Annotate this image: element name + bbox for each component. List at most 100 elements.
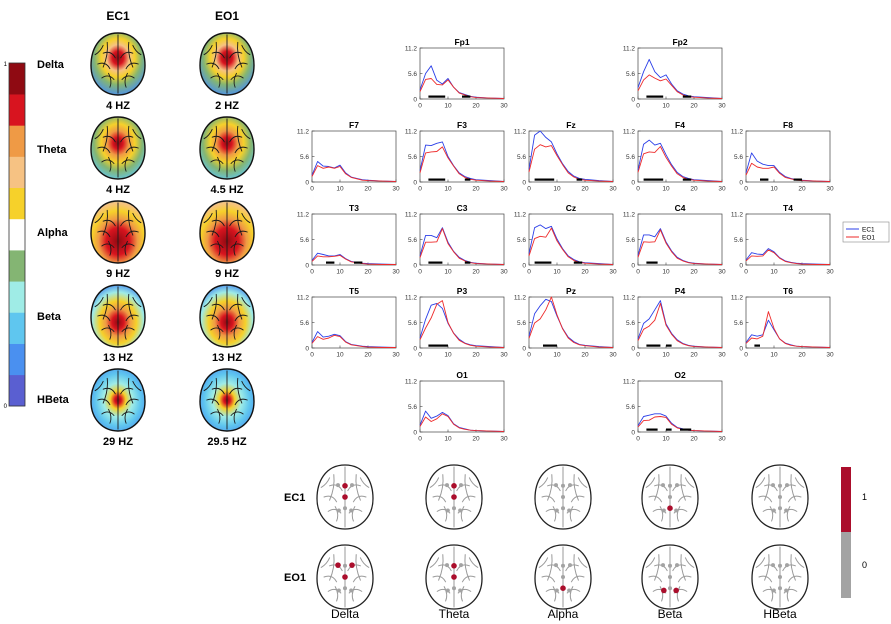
colorbar-segment xyxy=(9,63,25,95)
y-tick-label: 11.2 xyxy=(297,129,310,136)
gyrus-line-6 xyxy=(654,474,660,501)
channel-title: P3 xyxy=(457,286,468,296)
gyrus-line-10 xyxy=(94,380,104,392)
gyrus-line-7 xyxy=(573,474,579,501)
gyrus-line-7 xyxy=(464,474,470,501)
significance-bar xyxy=(682,95,692,98)
gyrus-line-7 xyxy=(464,554,470,581)
gyrus-line-9 xyxy=(124,72,128,88)
gyrus-line-9 xyxy=(124,408,128,424)
gyrus-line-8 xyxy=(108,156,112,172)
y-tick-label: 5.6 xyxy=(408,320,417,327)
gyrus-line-6 xyxy=(329,554,335,581)
x-tick-label: 0 xyxy=(636,352,640,359)
significant-electrode xyxy=(451,574,457,580)
gyrus-line-11 xyxy=(577,477,588,488)
electrode-marker xyxy=(771,508,776,513)
channel-title: T4 xyxy=(783,203,793,213)
band-column-label: HBeta xyxy=(763,607,797,621)
x-tick-label: 0 xyxy=(636,436,640,443)
gyrus-line-9 xyxy=(569,586,574,602)
gyrus-line-7 xyxy=(128,377,134,404)
gyrus-line-0 xyxy=(211,219,225,227)
electrode-marker xyxy=(458,588,463,593)
gyrus-line-7 xyxy=(128,209,134,236)
colorbar-segment xyxy=(9,125,25,157)
gyrus-line-7 xyxy=(237,209,243,236)
channel-title: C3 xyxy=(457,203,468,213)
plot-frame xyxy=(419,213,505,266)
spectrum-f4: F4 0 5.6 11.2 0 10 20 30 xyxy=(623,120,726,193)
sigmap-eo1-delta xyxy=(316,544,374,610)
significant-electrode xyxy=(661,587,667,594)
gyrus-line-1 xyxy=(120,303,134,311)
y-tick-label: 5.6 xyxy=(408,154,417,161)
y-tick-label: 11.2 xyxy=(731,129,744,136)
gyrus-line-8 xyxy=(217,324,221,340)
electrode-marker xyxy=(445,563,449,568)
gyrus-line-4 xyxy=(101,411,115,416)
x-tick-label: 20 xyxy=(798,269,806,276)
y-tick-label: 11.2 xyxy=(623,129,636,136)
x-tick-label: 0 xyxy=(744,269,748,276)
colorbar-segment xyxy=(9,312,25,344)
gyrus-line-6 xyxy=(764,554,770,581)
colorbar-min-label: 0 xyxy=(4,404,8,410)
significant-electrode xyxy=(451,483,457,489)
y-tick-label: 5.6 xyxy=(734,320,743,327)
gyrus-line-6 xyxy=(438,474,444,501)
x-tick-label: 10 xyxy=(444,352,452,359)
electrode-marker xyxy=(668,495,672,499)
electrode-marker xyxy=(784,508,789,513)
x-tick-label: 10 xyxy=(553,186,561,193)
significance-bar xyxy=(666,344,672,347)
gyrus-line-5 xyxy=(121,75,135,80)
significant-electrode xyxy=(451,563,457,569)
gyrus-line-0 xyxy=(211,387,225,395)
gyrus-line-4 xyxy=(210,75,224,80)
gyrus-line-9 xyxy=(124,240,128,256)
gyrus-line-9 xyxy=(676,506,681,522)
significance-row-label: EC1 xyxy=(284,492,305,504)
gyrus-line-8 xyxy=(108,72,112,88)
electrode-marker xyxy=(458,508,463,513)
gyrus-line-7 xyxy=(237,125,243,152)
gyrus-line-8 xyxy=(217,156,221,172)
gyrus-line-7 xyxy=(237,293,243,320)
significance-bar xyxy=(646,428,658,431)
channel-title: Cz xyxy=(566,203,576,213)
x-tick-label: 10 xyxy=(770,269,778,276)
y-tick-label: 5.6 xyxy=(626,404,635,411)
peak-frequency-label: 2 HZ xyxy=(215,100,239,112)
y-tick-label: 5.6 xyxy=(626,320,635,327)
x-tick-label: 10 xyxy=(553,352,561,359)
x-tick-label: 30 xyxy=(500,436,508,443)
significant-electrode xyxy=(667,505,673,512)
x-tick-label: 10 xyxy=(336,186,344,193)
gyrus-line-6 xyxy=(211,293,217,320)
x-tick-label: 10 xyxy=(444,103,452,110)
x-tick-label: 30 xyxy=(718,352,726,359)
series-line-ec1 xyxy=(637,58,723,99)
y-tick-label: 11.2 xyxy=(297,295,310,302)
x-tick-label: 20 xyxy=(472,436,480,443)
x-tick-label: 20 xyxy=(364,352,372,359)
sigmap-ec1-delta xyxy=(316,464,374,530)
plot-frame xyxy=(419,47,505,100)
spectrum-c4: C4 0 5.6 11.2 0 10 20 30 xyxy=(623,203,726,276)
series-line-eo1 xyxy=(419,413,505,432)
electrode-marker xyxy=(778,586,782,591)
gyrus-line-10 xyxy=(203,44,213,56)
electrode-marker xyxy=(561,483,565,488)
gyrus-line-7 xyxy=(128,125,134,152)
electrode-marker xyxy=(771,588,776,593)
y-tick-label: 11.2 xyxy=(731,212,744,219)
electrode-marker xyxy=(554,483,558,488)
gyrus-line-11 xyxy=(794,557,805,568)
spectra-grid: Fp1 0 5.6 11.2 0 10 20 30 Fp2 0 5.6 11.2 0 10 20 30 F7 0 5… xyxy=(297,37,834,443)
y-tick-label: 0 xyxy=(739,346,743,353)
gyrus-line-0 xyxy=(102,303,116,311)
topomap-column-header: EC1 xyxy=(106,9,130,23)
x-tick-label: 20 xyxy=(581,269,589,276)
electrode-marker xyxy=(778,575,782,579)
